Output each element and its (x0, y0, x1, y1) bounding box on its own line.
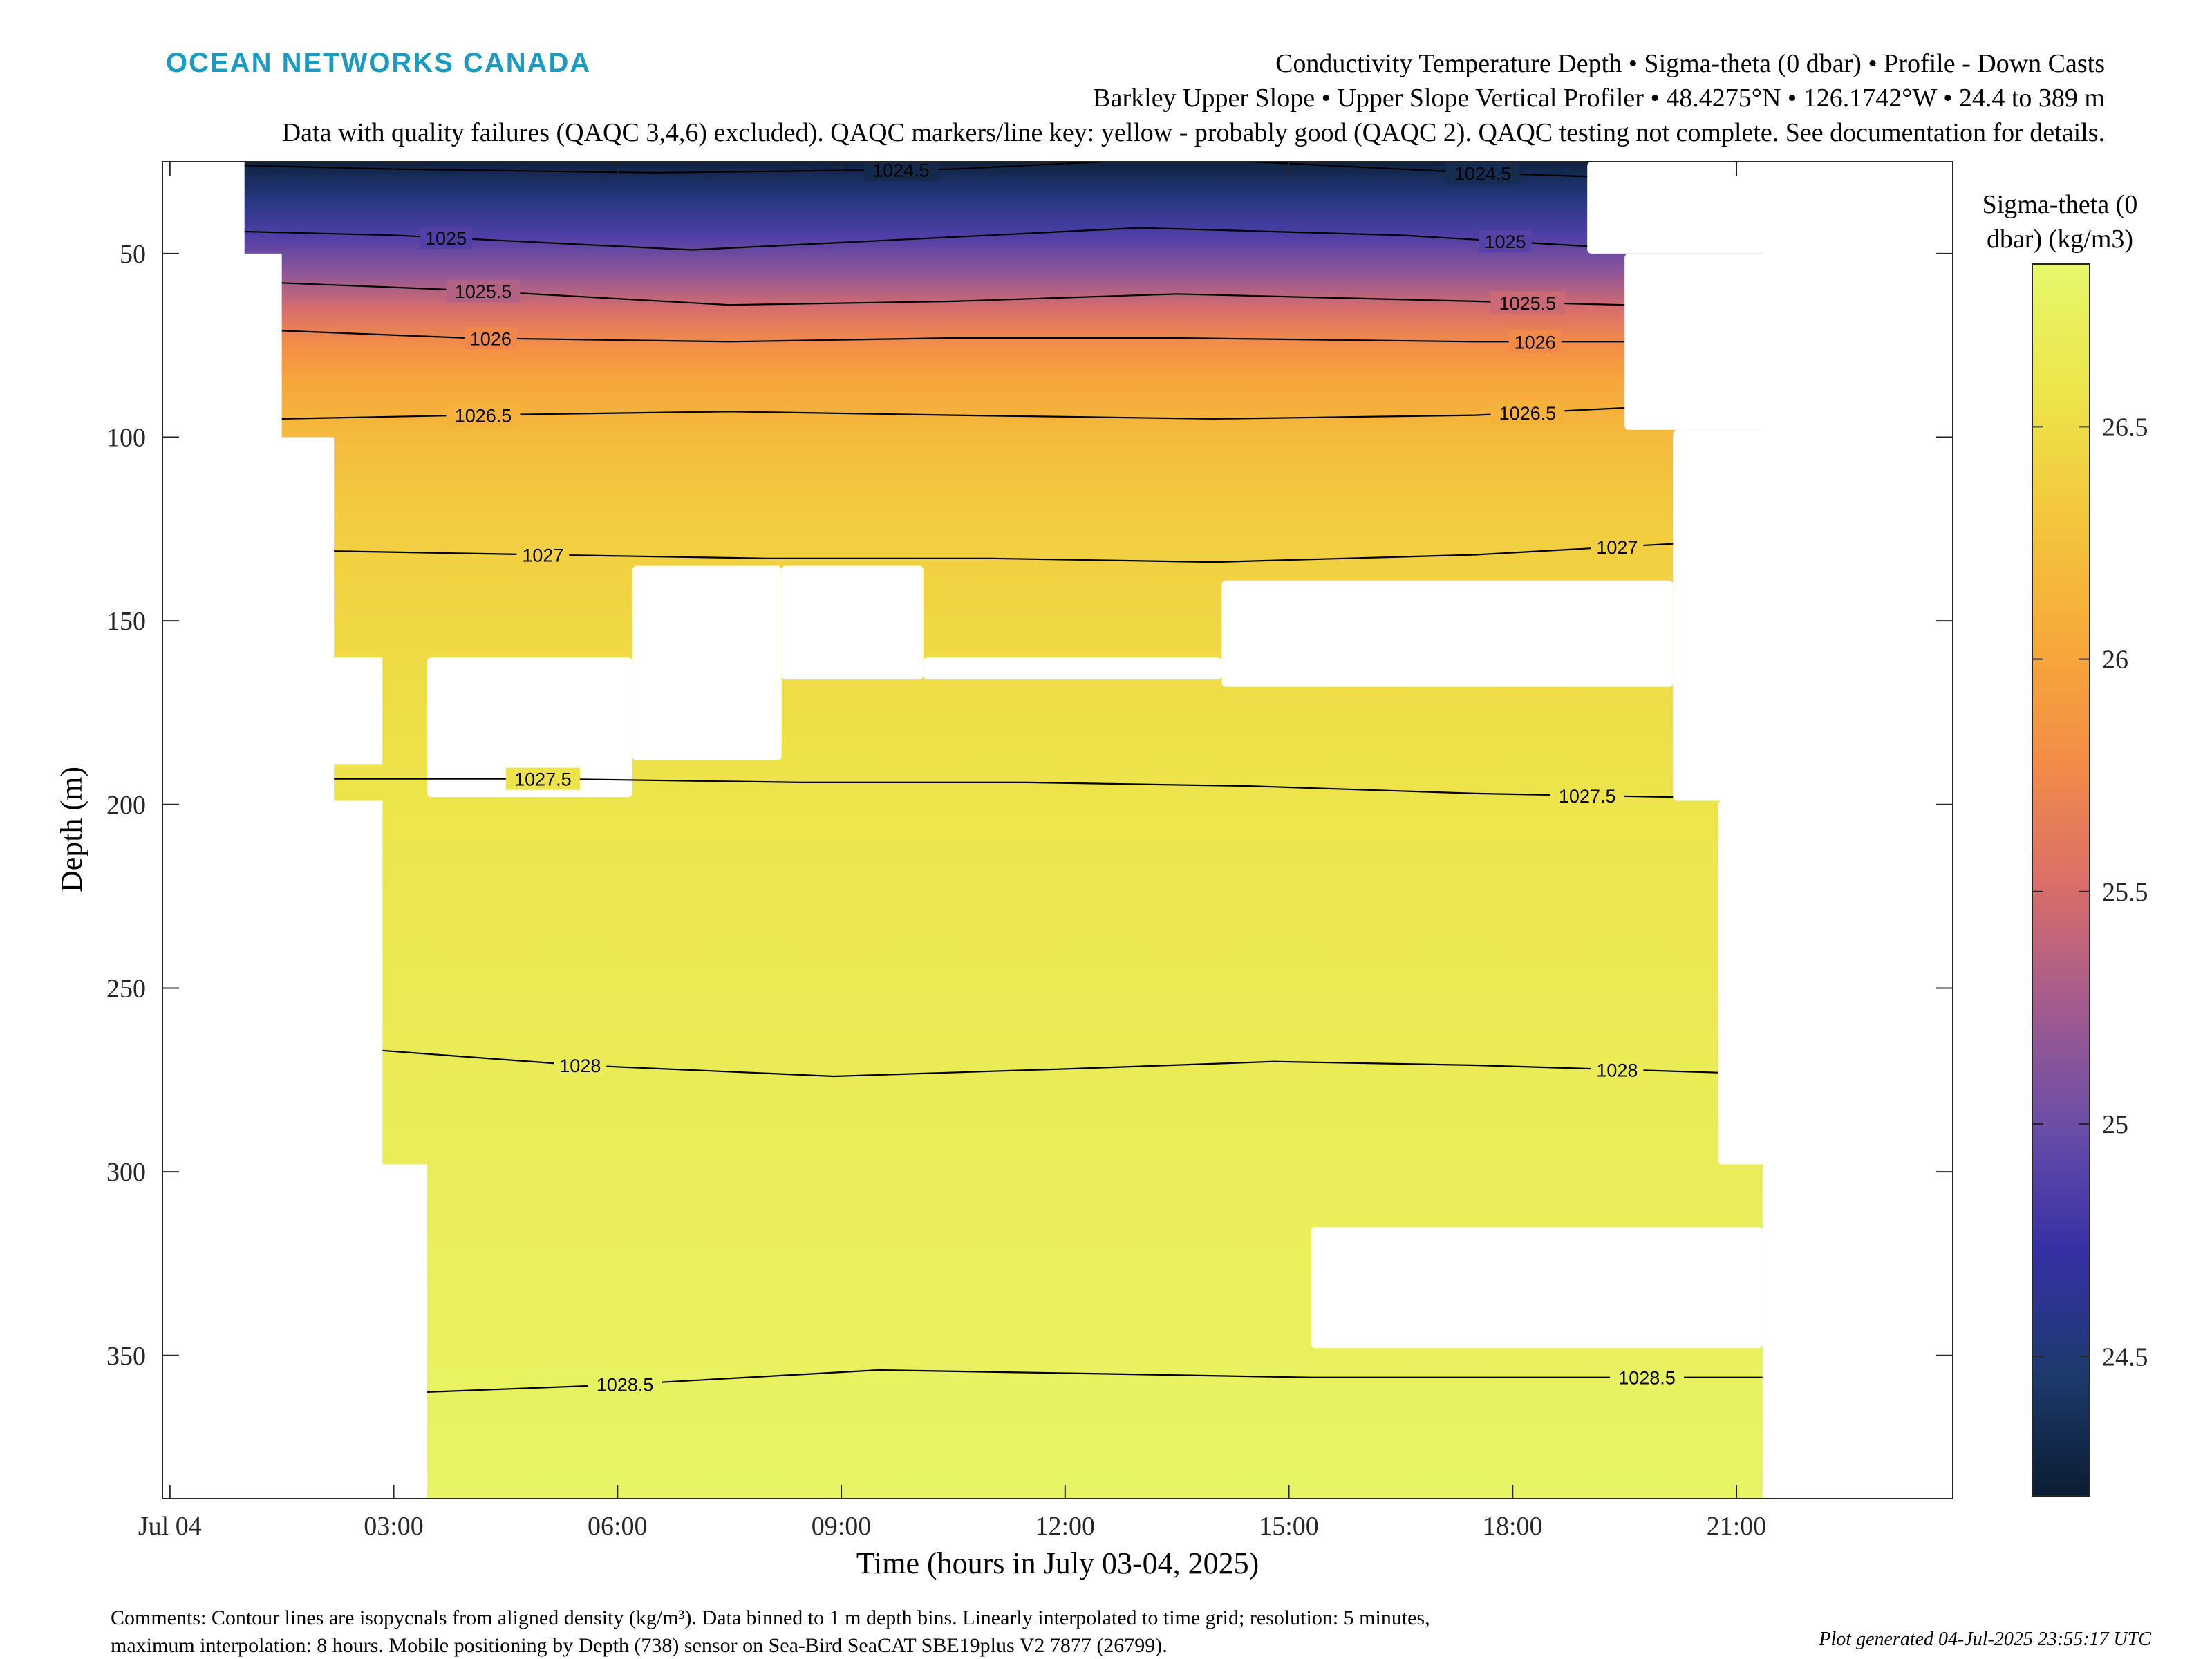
missing-data-gap (1673, 429, 1953, 801)
isopycnal-contours: 1024.5 1024.5 1025 1025 1025.5 1025.5 1026 1026… (244, 160, 1763, 1396)
contour-label-bg (863, 162, 938, 181)
contour-label: 1028.5 (597, 1375, 654, 1396)
contour-label-bg (1479, 230, 1532, 253)
chart-title-line1: Conductivity Temperature Depth • Sigma-t… (1275, 49, 2105, 78)
data-column (334, 162, 384, 658)
isopycnal-line (244, 227, 1588, 251)
y-tick-label: 100 (106, 423, 146, 452)
contour-label-bg (554, 1054, 607, 1077)
data-column (244, 162, 283, 254)
x-tick-label: 15:00 (1259, 1512, 1319, 1541)
onc-logo: OCEAN NETWORKS CANADA (166, 48, 591, 78)
contour-label-bg (464, 327, 517, 350)
missing-data-gap (1624, 253, 1953, 430)
plot-frame (162, 161, 1953, 1499)
contour-label-bg (1550, 784, 1624, 807)
colorbar-title-line1: Sigma-theta (0 (1983, 190, 2138, 219)
missing-data-gap (1587, 162, 1953, 254)
comments-line2: maximum interpolation: 8 hours. Mobile p… (111, 1634, 1168, 1657)
missing-data-gap (1762, 1164, 1953, 1499)
plot-area: 1024.5 1024.5 1025 1025 1025.5 1025.5 1026 1026… (106, 160, 1953, 1541)
x-tick-label: 18:00 (1483, 1512, 1543, 1541)
colorbar-ticks: 24.5 25 25.5 26 26.5 (2032, 413, 2148, 1371)
contour-label: 1027 (522, 545, 563, 566)
colorbar-tick-label: 24.5 (2102, 1342, 2148, 1371)
contour-label-bg (420, 226, 473, 249)
missing-data-gap (427, 657, 632, 798)
colorbar-title-line2: dbar) (kg/m3) (1987, 225, 2133, 254)
contour-label: 1026.5 (455, 405, 512, 426)
contour-label-bg (446, 280, 521, 303)
missing-data-gap (781, 565, 924, 680)
y-tick-label: 200 (106, 791, 146, 820)
contour-label: 1027.5 (1559, 786, 1616, 807)
contour-label: 1026 (470, 328, 512, 349)
contour-label-bg (1591, 536, 1644, 559)
colorbar-tick-label: 26 (2102, 646, 2128, 675)
contour-label-bg (505, 767, 580, 790)
colorbar-tick-label: 26.5 (2102, 413, 2148, 442)
contour-label: 1026 (1515, 332, 1556, 353)
missing-data-gap (1221, 580, 1674, 687)
contour-label: 1027.5 (514, 769, 572, 790)
data-gaps (427, 162, 1953, 1499)
data-column (281, 162, 335, 438)
y-tick-label: 50 (120, 240, 146, 269)
contour-label-bg (446, 404, 521, 427)
contour-label: 1024.5 (1454, 163, 1512, 184)
y-axis-ticks: 50 100 150 200 250 300 350 (106, 240, 1953, 1371)
x-axis-ticks: Jul 04 03:00 06:00 09:00 12:00 15:00 18:00 21:0… (138, 162, 1766, 1541)
x-tick-label: 06:00 (588, 1512, 648, 1541)
y-axis-label: Depth (m) (55, 767, 88, 892)
contour-label: 1028 (1596, 1060, 1638, 1080)
contour-label-bg (1591, 1058, 1644, 1081)
contour-label: 1028 (559, 1056, 601, 1076)
contour-label-bg (1610, 1366, 1685, 1389)
x-axis-label: Time (hours in July 03-04, 2025) (856, 1546, 1259, 1580)
comments-line1: Comments: Contour lines are isopycnals f… (111, 1606, 1430, 1629)
colorbar-tick-label: 25.5 (2102, 878, 2148, 907)
colorbar-tick-label: 25 (2102, 1110, 2128, 1139)
y-tick-label: 300 (106, 1158, 146, 1187)
x-tick-label: 09:00 (812, 1512, 872, 1541)
contour-label: 1027 (1596, 537, 1638, 558)
data-column (334, 764, 384, 801)
y-tick-label: 250 (106, 974, 146, 1003)
contour-label-bg (1445, 162, 1520, 185)
contour-label: 1025.5 (1499, 293, 1557, 314)
contour-label-bg (1490, 291, 1565, 314)
data-column (382, 162, 429, 1165)
plot-generated-timestamp: Plot generated 04-Jul-2025 23:55:17 UTC (1818, 1629, 2151, 1650)
x-tick-label: 03:00 (364, 1512, 424, 1541)
chart-title-line3: Data with quality failures (QAQC 3,4,6) … (282, 118, 2105, 147)
contour-label-bg (1490, 401, 1565, 424)
contour-label: 1026.5 (1499, 403, 1557, 424)
colorbar-scale (2032, 263, 2090, 1497)
contour-label: 1025 (1484, 232, 1526, 252)
y-tick-label: 350 (106, 1342, 146, 1371)
contour-label: 1024.5 (872, 160, 930, 181)
chart-title-line2: Barkley Upper Slope • Upper Slope Vertic… (1093, 84, 2105, 113)
colorbar: Sigma-theta (0 dbar) (kg/m3) 24.52525.52… (1983, 190, 2148, 1497)
x-tick-label: 12:00 (1035, 1512, 1096, 1541)
x-tick-label: 21:00 (1707, 1512, 1767, 1541)
contour-label: 1025.5 (455, 281, 512, 302)
missing-data-gap (1311, 1226, 1763, 1349)
contour-label-bg (588, 1373, 662, 1396)
missing-data-gap (1718, 800, 1953, 1165)
missing-data-gap (632, 565, 782, 761)
contour-label-bg (1508, 330, 1562, 353)
missing-data-gap (923, 657, 1222, 680)
contour-label: 1025 (425, 228, 467, 249)
contour-label-bg (516, 543, 570, 566)
contour-label: 1028.5 (1618, 1368, 1676, 1389)
x-tick-label: Jul 04 (138, 1512, 202, 1541)
y-tick-label: 150 (106, 607, 146, 636)
